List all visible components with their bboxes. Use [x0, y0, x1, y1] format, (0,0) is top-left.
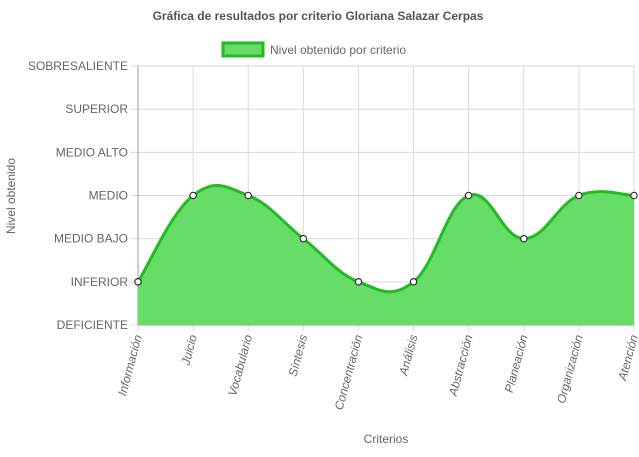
data-point[interactable] — [575, 191, 583, 200]
series-line — [136, 184, 635, 294]
data-point[interactable] — [630, 191, 638, 200]
data-point[interactable] — [519, 234, 528, 243]
y-tick-label: SOBRESALIENTE — [28, 59, 128, 73]
legend-swatch — [221, 41, 265, 58]
y-tick-label: MEDIO ALTO — [56, 145, 128, 159]
x-tick-label: Vocabulario — [225, 333, 255, 398]
x-tick-label: Información — [115, 333, 145, 397]
y-tick-label: INFERIOR — [71, 275, 129, 289]
x-tick-label: Concentración — [332, 333, 366, 412]
data-points — [134, 191, 638, 286]
data-point[interactable] — [464, 191, 473, 200]
series-area-fill — [138, 185, 634, 325]
y-tick-label: MEDIO BAJO — [54, 232, 128, 246]
x-tick-label: Organización — [554, 333, 586, 405]
x-axis-title: Criterios — [364, 432, 409, 446]
series-area — [136, 184, 635, 325]
x-tick-labels: Información Juicio Vocabulario Síntesis Conc… — [115, 333, 639, 412]
data-point[interactable] — [244, 191, 253, 200]
x-tick-label: Análisis — [396, 333, 420, 378]
legend[interactable]: Nivel obtenido por criterio — [221, 41, 406, 58]
data-point[interactable] — [189, 191, 197, 200]
chart-title: Gráfica de resultados por criterio Glori… — [153, 9, 484, 23]
y-axis-title: Nivel obtenido — [4, 158, 18, 234]
data-point[interactable] — [354, 278, 363, 286]
data-point[interactable] — [134, 278, 142, 286]
x-tick-label: Atención — [615, 333, 639, 383]
x-tick-label: Síntesis — [286, 333, 311, 378]
data-point[interactable] — [299, 234, 308, 243]
y-tick-labels: DEFICIENTE INFERIOR MEDIO BAJO MEDIO MEDIO A… — [28, 59, 128, 332]
data-point[interactable] — [409, 278, 418, 286]
x-tick-label: Planeación — [502, 333, 531, 394]
x-tick-label: Juicio — [178, 333, 200, 368]
legend-label: Nivel obtenido por criterio — [270, 43, 406, 57]
y-tick-label: SUPERIOR — [65, 102, 128, 116]
x-tick-label: Abstracción — [446, 333, 476, 398]
y-tick-label: DEFICIENTE — [57, 318, 128, 332]
y-tick-label: MEDIO — [89, 189, 128, 203]
